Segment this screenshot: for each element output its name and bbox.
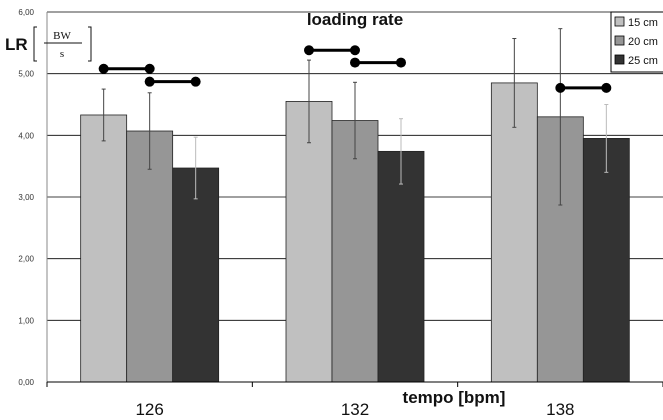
left-bracket [33,26,37,62]
x-category-labels: 126 132 138 [135,400,574,419]
y-tick-label: 3,00 [18,193,34,202]
x-category-label: 132 [341,400,369,419]
bar [285,101,333,383]
significance-dot [144,63,155,74]
significance-dot [98,63,109,74]
y-tick-label: 0,00 [18,378,34,387]
x-tick-marks [46,382,663,387]
y-tick-labels: 0,00 1,00 2,00 3,00 4,00 5,00 6,00 [18,8,34,387]
significance-dot [555,82,566,93]
bars [80,82,630,383]
right-bracket [88,26,92,62]
x-axis-label: tempo [bpm] [403,388,506,407]
significance-dot [304,45,314,56]
x-category-label: 126 [135,400,163,419]
significance-dot [144,76,155,87]
x-category-label: 138 [546,400,574,419]
significance-dot [601,82,612,93]
legend-label: 25 cm [628,55,658,67]
y-axis-label-text: LR [5,35,28,54]
bar [377,150,425,383]
legend-swatch [614,54,625,65]
legend-swatch [614,16,625,27]
y-tick-label: 6,00 [18,8,34,17]
y-unit-denominator: s [60,48,64,60]
chart-title: loading rate [307,10,403,29]
y-axis-label: LR BW s [5,26,92,62]
significance-markers [98,45,612,93]
significance-dot [190,76,201,87]
legend-label: 20 cm [628,36,658,48]
legend-swatch [614,35,625,46]
significance-dot [396,57,406,68]
bar [331,120,379,383]
bar [582,138,630,383]
y-tick-label: 2,00 [18,255,34,264]
y-unit-numerator: BW [53,30,71,42]
bar [172,167,220,383]
significance-dot [350,57,360,68]
error-bars [101,28,609,206]
significance-dot [350,45,360,56]
y-tick-label: 4,00 [18,131,34,140]
bar [80,114,128,383]
legend-label: 15 cm [628,17,658,29]
legend: 15 cm 20 cm 25 cm [610,11,663,73]
y-tick-label: 5,00 [18,70,34,79]
y-tick-label: 1,00 [18,316,34,325]
